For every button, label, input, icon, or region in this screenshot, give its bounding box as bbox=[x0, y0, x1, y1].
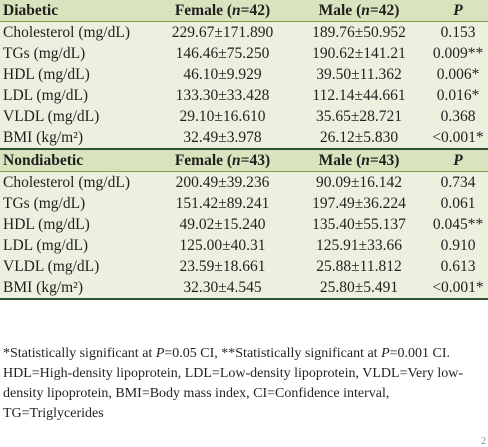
page-number: 2 bbox=[481, 436, 486, 447]
female-cell: 32.49±3.978 bbox=[155, 127, 290, 149]
table-row: Cholesterol (mg/dL) 229.67±171.890 189.76±… bbox=[0, 21, 488, 43]
diabetic-group-label: Diabetic bbox=[0, 0, 155, 22]
nondiabetic-female-header: Female (n=43) bbox=[155, 148, 290, 172]
table-row: HDL (mg/dL) 46.10±9.929 39.50±11.362 0.006* bbox=[0, 64, 488, 85]
param-cell: TGs (mg/dL) bbox=[0, 43, 155, 64]
table-row: LDL (mg/dL) 133.30±33.428 112.14±44.661 0.0… bbox=[0, 85, 488, 106]
table-row: VLDL (mg/dL) 29.10±16.610 35.65±28.721 0.36… bbox=[0, 106, 488, 127]
female-cell: 151.42±89.241 bbox=[155, 193, 290, 214]
male-cell: 25.88±11.812 bbox=[290, 256, 428, 277]
p-cell: 0.009** bbox=[428, 43, 488, 64]
p-cell: 0.734 bbox=[428, 171, 488, 193]
p-cell: 0.006* bbox=[428, 64, 488, 85]
male-cell: 39.50±11.362 bbox=[290, 64, 428, 85]
diabetic-p-header: P bbox=[428, 0, 488, 22]
female-cell: 32.30±4.545 bbox=[155, 277, 290, 300]
diabetic-female-header: Female (n=42) bbox=[155, 0, 290, 22]
param-cell: BMI (kg/m²) bbox=[0, 127, 155, 149]
p-cell: 0.153 bbox=[428, 21, 488, 43]
male-cell: 135.40±55.137 bbox=[290, 214, 428, 235]
lipid-profile-table: Diabetic Female (n=42) Male (n=42) P Cho… bbox=[0, 0, 488, 300]
p-cell: 0.045** bbox=[428, 214, 488, 235]
male-cell: 112.14±44.661 bbox=[290, 85, 428, 106]
nondiabetic-p-header: P bbox=[428, 148, 488, 172]
female-cell: 229.67±171.890 bbox=[155, 21, 290, 43]
male-cell: 197.49±36.224 bbox=[290, 193, 428, 214]
male-cell: 26.12±5.830 bbox=[290, 127, 428, 149]
param-cell: TGs (mg/dL) bbox=[0, 193, 155, 214]
nondiabetic-group-label: Nondiabetic bbox=[0, 148, 155, 172]
p-cell: 0.016* bbox=[428, 85, 488, 106]
female-cell: 46.10±9.929 bbox=[155, 64, 290, 85]
male-cell: 189.76±50.952 bbox=[290, 21, 428, 43]
table-row: Cholesterol (mg/dL) 200.49±39.236 90.09±16… bbox=[0, 171, 488, 193]
female-cell: 133.30±33.428 bbox=[155, 85, 290, 106]
male-cell: 190.62±141.21 bbox=[290, 43, 428, 64]
param-cell: LDL (mg/dL) bbox=[0, 235, 155, 256]
p-cell: 0.613 bbox=[428, 256, 488, 277]
param-cell: Cholesterol (mg/dL) bbox=[0, 171, 155, 193]
param-cell: HDL (mg/dL) bbox=[0, 64, 155, 85]
table-row: TGs (mg/dL) 146.46±75.250 190.62±141.21 0.0… bbox=[0, 43, 488, 64]
male-cell: 125.91±33.66 bbox=[290, 235, 428, 256]
param-cell: VLDL (mg/dL) bbox=[0, 106, 155, 127]
param-cell: HDL (mg/dL) bbox=[0, 214, 155, 235]
param-cell: LDL (mg/dL) bbox=[0, 85, 155, 106]
param-cell: BMI (kg/m²) bbox=[0, 277, 155, 300]
p-cell: 0.061 bbox=[428, 193, 488, 214]
nondiabetic-header-row: Nondiabetic Female (n=43) Male (n=43) P bbox=[0, 148, 488, 172]
male-cell: 90.09±16.142 bbox=[290, 171, 428, 193]
table-row: BMI (kg/m²) 32.49±3.978 26.12±5.830 <0.001* bbox=[0, 127, 488, 149]
table-row: TGs (mg/dL) 151.42±89.241 197.49±36.224 0.0… bbox=[0, 193, 488, 214]
diabetic-header-row: Diabetic Female (n=42) Male (n=42) P bbox=[0, 0, 488, 22]
female-cell: 125.00±40.31 bbox=[155, 235, 290, 256]
female-cell: 200.49±39.236 bbox=[155, 171, 290, 193]
nondiabetic-male-header: Male (n=43) bbox=[290, 148, 428, 172]
table-body: Diabetic Female (n=42) Male (n=42) P Cho… bbox=[0, 0, 488, 300]
table-row: VLDL (mg/dL) 23.59±18.661 25.88±11.812 0.61… bbox=[0, 256, 488, 277]
female-cell: 23.59±18.661 bbox=[155, 256, 290, 277]
diabetic-male-header: Male (n=42) bbox=[290, 0, 428, 22]
female-cell: 49.02±15.240 bbox=[155, 214, 290, 235]
table-row: HDL (mg/dL) 49.02±15.240 135.40±55.137 0.04… bbox=[0, 214, 488, 235]
male-cell: 35.65±28.721 bbox=[290, 106, 428, 127]
male-cell: 25.80±5.491 bbox=[290, 277, 428, 300]
table-footnote: *Statistically significant at P=0.05 CI,… bbox=[3, 346, 464, 421]
table-row: BMI (kg/m²) 32.30±4.545 25.80±5.491 <0.001* bbox=[0, 277, 488, 300]
female-cell: 29.10±16.610 bbox=[155, 106, 290, 127]
param-cell: VLDL (mg/dL) bbox=[0, 256, 155, 277]
p-cell: <0.001* bbox=[428, 127, 488, 149]
param-cell: Cholesterol (mg/dL) bbox=[0, 21, 155, 43]
p-cell: <0.001* bbox=[428, 277, 488, 300]
p-cell: 0.368 bbox=[428, 106, 488, 127]
female-cell: 146.46±75.250 bbox=[155, 43, 290, 64]
p-cell: 0.910 bbox=[428, 235, 488, 256]
table-row: LDL (mg/dL) 125.00±40.31 125.91±33.66 0.910 bbox=[0, 235, 488, 256]
